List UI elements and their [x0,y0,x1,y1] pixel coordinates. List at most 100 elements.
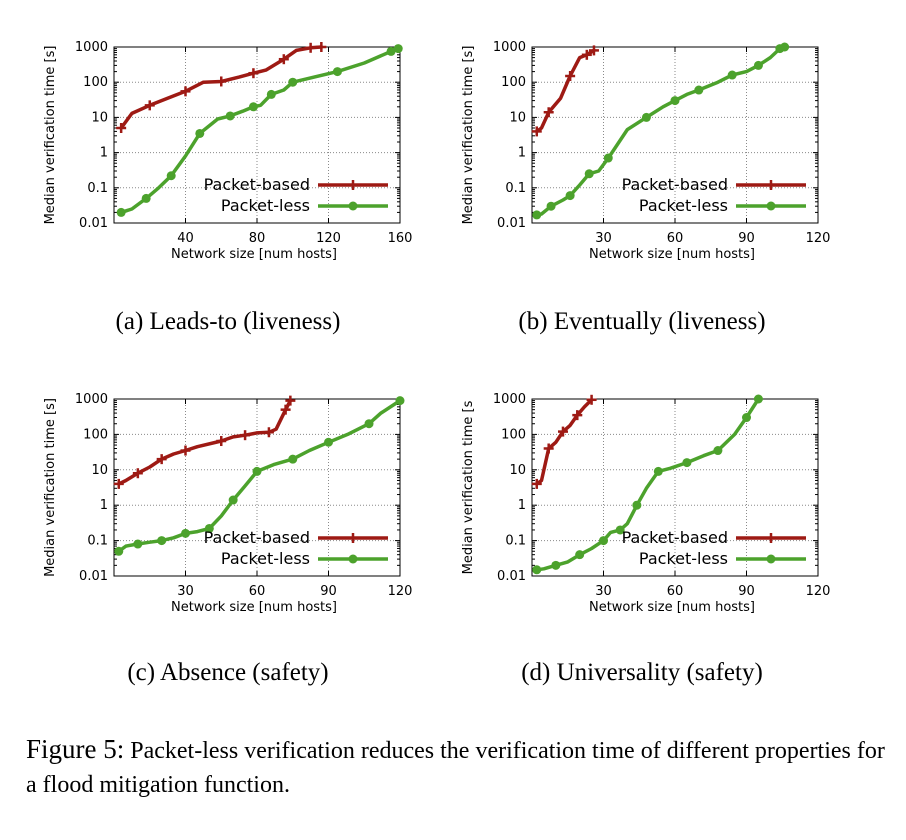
data-point-packet-less [546,201,556,211]
y-axis-label: Median verification time [s] [43,398,58,577]
y-tick-label: 100 [501,427,526,442]
data-point-packet-less [141,193,151,203]
data-point-packet-based [216,76,227,87]
x-tick-label: 30 [595,584,612,599]
legend-marker [348,201,358,211]
legend-marker [348,554,358,564]
data-point-packet-less [332,67,342,77]
series-line-packet-based [119,45,324,130]
data-point-packet-less [266,89,276,99]
subcaption-a: (a) Leads-to (liveness) [115,308,341,335]
x-tick-label: 60 [667,231,684,246]
x-tick-label: 90 [738,584,755,599]
x-tick-label: 120 [388,584,413,599]
series-line-packet-based [535,48,596,134]
data-point-packet-based [240,430,251,441]
data-point-packet-less [742,413,751,423]
legend-label-packet-based: Packet-based [204,175,310,194]
y-tick-label: 0.1 [87,534,108,549]
y-axis-label: Median verification time [s] [461,46,476,225]
data-point-packet-less [753,394,763,404]
x-axis-label: Network size [num hosts] [589,247,755,262]
x-tick-label: 120 [806,584,831,599]
legend: Packet-based Packet-less [204,528,388,568]
y-tick-label: 0.1 [87,181,108,196]
data-point-packet-based [156,454,167,465]
data-point-packet-based [278,54,289,65]
data-point-packet-based [586,394,597,405]
data-point-packet-less [753,60,763,70]
data-point-packet-based [280,404,291,415]
y-tick-label: 0.01 [497,569,526,584]
legend-label-packet-based: Packet-based [622,528,728,547]
data-point-packet-less [532,210,542,220]
data-point-packet-less [682,458,692,468]
data-point-packet-less [166,171,176,181]
data-point-packet-less [252,466,262,476]
y-tick-label: 0.1 [505,534,526,549]
data-point-packet-less [157,536,167,546]
legend-marker [766,554,776,564]
x-tick-label: 120 [316,231,341,246]
data-point-packet-less [386,46,396,56]
x-tick-label: 160 [388,231,413,246]
data-point-packet-less [364,419,374,429]
data-point-packet-based [557,426,568,437]
data-point-packet-based [316,42,327,52]
y-tick-label: 0.1 [505,181,526,196]
data-point-packet-less [181,528,190,538]
legend-label-packet-based: Packet-based [204,528,310,547]
y-tick-label: 100 [83,427,108,442]
chart-panel-b: 0.01 0.1 1 10 100 1000 30 60 90 120 Network size [… [461,40,830,262]
y-tick-label: 10 [509,110,526,125]
data-point-packet-less [114,546,124,556]
y-axis-label: Median verification time [s] [43,46,58,225]
x-tick-label: 60 [249,584,266,599]
data-point-packet-less [653,466,663,476]
legend: Packet-based Packet-less [622,528,806,568]
subcaption-b: (b) Eventually (liveness) [518,308,766,335]
data-point-packet-less [713,446,723,456]
data-point-packet-less [641,112,651,122]
data-point-packet-based [116,122,127,133]
x-axis-label: Network size [num hosts] [589,600,755,615]
data-point-packet-less [565,191,575,201]
data-point-packet-based [180,86,191,97]
data-point-packet-less [551,560,561,570]
data-point-packet-less [694,85,704,95]
data-point-packet-less [780,42,790,52]
y-tick-label: 0.01 [79,569,108,584]
legend-label-packet-based: Packet-based [622,175,728,194]
data-point-packet-based [531,478,542,489]
data-point-packet-based [248,68,259,79]
y-axis-label: Median verification time [s [461,400,476,574]
legend-label-packet-less: Packet-less [221,549,310,568]
y-tick-label: 1 [100,498,108,513]
data-point-packet-less [632,500,642,510]
data-point-packet-less [324,437,333,447]
data-point-packet-based [132,468,143,479]
data-point-packet-less [225,111,235,121]
legend: Packet-based Packet-less [622,175,806,215]
data-point-packet-less [288,454,298,464]
x-tick-label: 90 [320,584,337,599]
x-tick-label: 80 [249,231,266,246]
data-point-packet-less [195,128,205,138]
data-point-packet-based [531,126,542,137]
data-point-packet-less [532,565,542,575]
y-tick-label: 10 [509,463,526,478]
y-tick-label: 10 [91,110,108,125]
data-point-packet-based [216,436,227,447]
x-tick-label: 120 [806,231,831,246]
legend-label-packet-less: Packet-less [221,196,310,215]
y-tick-label: 0.01 [497,216,526,231]
chart-panel-c: 0.01 0.1 1 10 100 1000 30 60 90 120 Network size [… [43,392,412,615]
x-axis-label: Network size [num hosts] [171,600,337,615]
data-point-packet-based [180,445,191,456]
data-point-packet-less [248,102,258,112]
data-point-packet-based [572,410,583,421]
data-point-packet-less [395,396,405,406]
data-point-packet-based [565,71,576,82]
data-point-packet-less [204,523,214,533]
